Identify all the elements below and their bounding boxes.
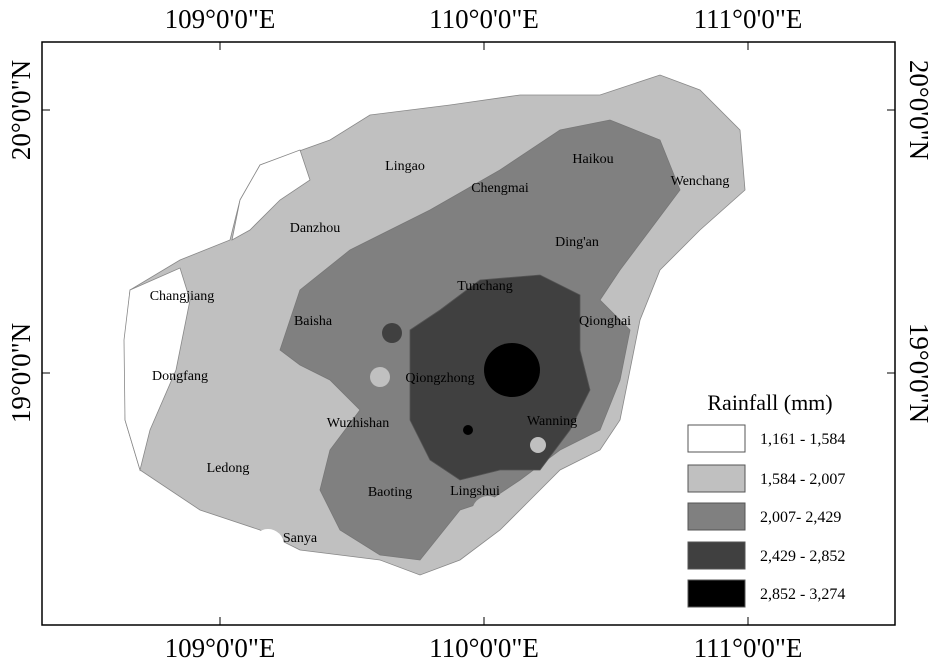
place-label: Haikou [572, 152, 613, 167]
place-label: Lingao [385, 159, 425, 174]
place-label: Danzhou [290, 221, 341, 236]
place-label: Qiongzhong [405, 371, 474, 386]
zone-dark-spot [382, 323, 402, 343]
legend-label: 2,852 - 3,274 [760, 586, 845, 603]
zone-light-spot [472, 496, 504, 528]
place-label: Ledong [207, 461, 250, 476]
legend-label: 2,007- 2,429 [760, 509, 841, 526]
place-label: Chengmai [471, 181, 529, 196]
place-label: Wanning [527, 414, 577, 429]
legend-box [675, 375, 870, 615]
lat-label: 20°0'0"N [904, 60, 934, 160]
lon-label: 109°0'0"E [165, 4, 276, 34]
place-label: Baisha [294, 314, 333, 329]
place-label: Qionghai [579, 314, 631, 329]
place-label: Sanya [283, 531, 318, 546]
place-label: Wenchang [671, 174, 730, 189]
place-label: Baoting [368, 485, 412, 500]
legend-swatch [687, 502, 746, 531]
place-label: Changjiang [150, 289, 215, 304]
zone-light-spot [530, 437, 546, 453]
place-label: Dongfang [152, 369, 208, 384]
zone-black-spot [463, 425, 473, 435]
lat-label: 19°0'0"N [6, 323, 36, 423]
lon-label: 111°0'0"E [694, 633, 803, 663]
lat-label: 20°0'0"N [6, 60, 36, 160]
zone-black [484, 343, 540, 397]
zone-light-spot [370, 367, 390, 387]
place-label: Ding'an [555, 235, 599, 250]
legend-label: 2,429 - 2,852 [760, 548, 845, 565]
island-white-north [231, 149, 311, 241]
place-label: Wuzhishan [327, 416, 389, 431]
place-label: Lingshui [450, 484, 500, 499]
legend-label: 1,161 - 1,584 [760, 431, 845, 448]
legend-swatch [687, 424, 746, 453]
legend-label: 1,584 - 2,007 [760, 471, 845, 488]
lon-label: 109°0'0"E [165, 633, 276, 663]
legend-title: Rainfall (mm) [707, 390, 832, 415]
lat-label: 19°0'0"N [904, 323, 934, 423]
place-label: Tunchang [457, 279, 513, 294]
lon-label: 111°0'0"E [694, 4, 803, 34]
legend-swatch [687, 464, 746, 493]
legend-swatch [687, 541, 746, 570]
island-white [123, 267, 191, 472]
legend-swatch [687, 579, 746, 608]
coast-bay [252, 529, 284, 561]
lon-label: 110°0'0"E [429, 4, 539, 34]
lon-label: 110°0'0"E [429, 633, 539, 663]
